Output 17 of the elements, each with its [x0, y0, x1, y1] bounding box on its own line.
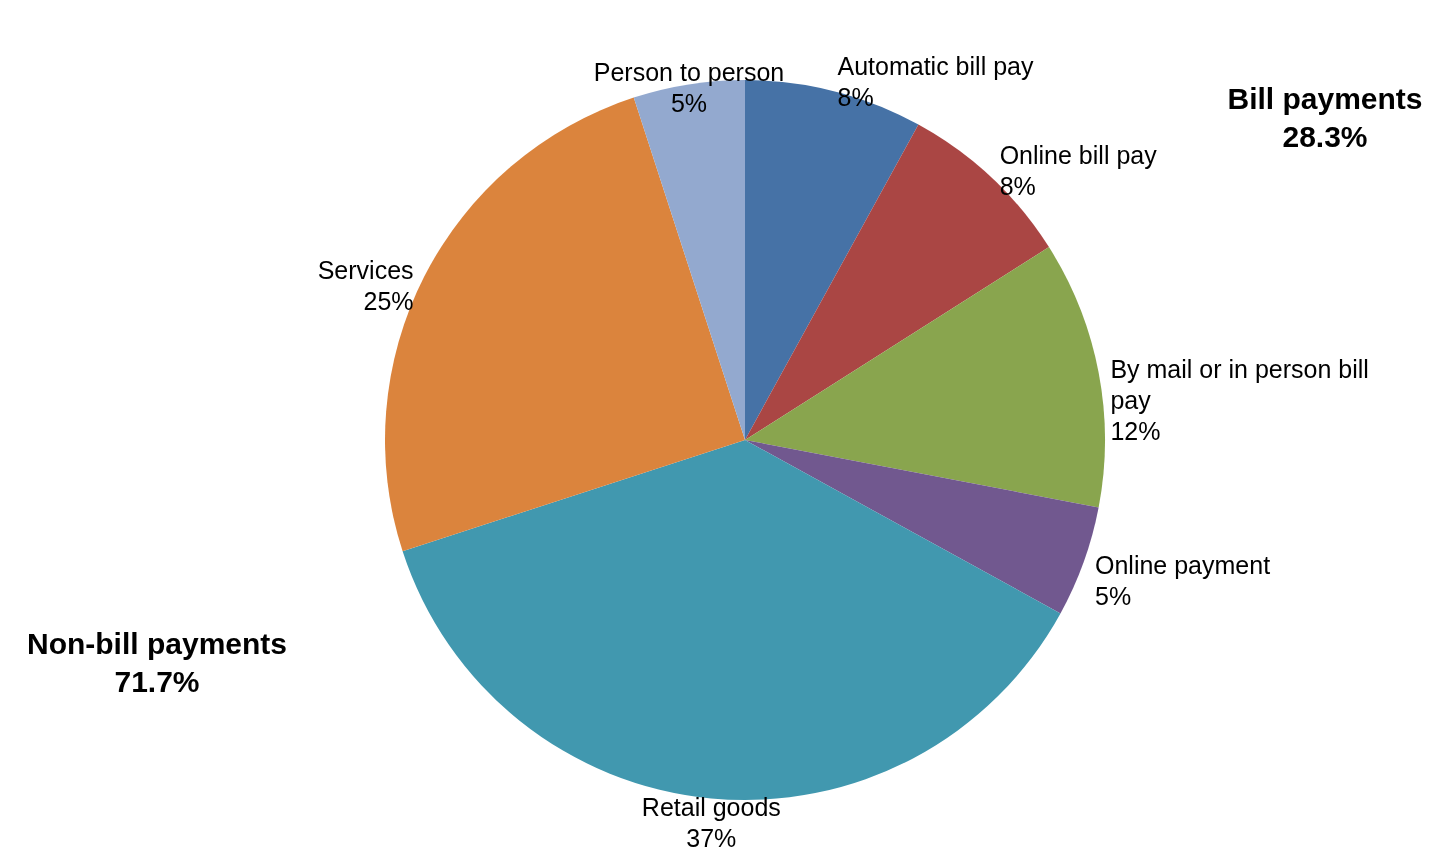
slice-label: Automatic bill pay — [837, 51, 1034, 80]
data-label: 5% — [1095, 582, 1132, 611]
slice-label: Online bill pay — [999, 140, 1158, 169]
text: Bill payments 28.3% — [1227, 82, 1423, 153]
slice-label: Person to person — [593, 58, 785, 87]
text: Non-bill payments 71.7% — [26, 627, 288, 698]
data-label: 8% — [837, 82, 874, 111]
data-label: 12% — [1110, 417, 1161, 446]
data-label: 25% — [363, 287, 414, 316]
slice-label: By mail or in person bill pay — [1110, 355, 1369, 415]
slice-label: Online payment — [1095, 551, 1271, 580]
data-label: 8% — [999, 171, 1036, 200]
pie-slice — [745, 247, 1105, 508]
data-label: 5% — [670, 89, 708, 118]
slice-label: Retail goods — [641, 793, 781, 822]
data-label: 37% — [686, 824, 737, 853]
slice-label: Services — [317, 256, 414, 285]
